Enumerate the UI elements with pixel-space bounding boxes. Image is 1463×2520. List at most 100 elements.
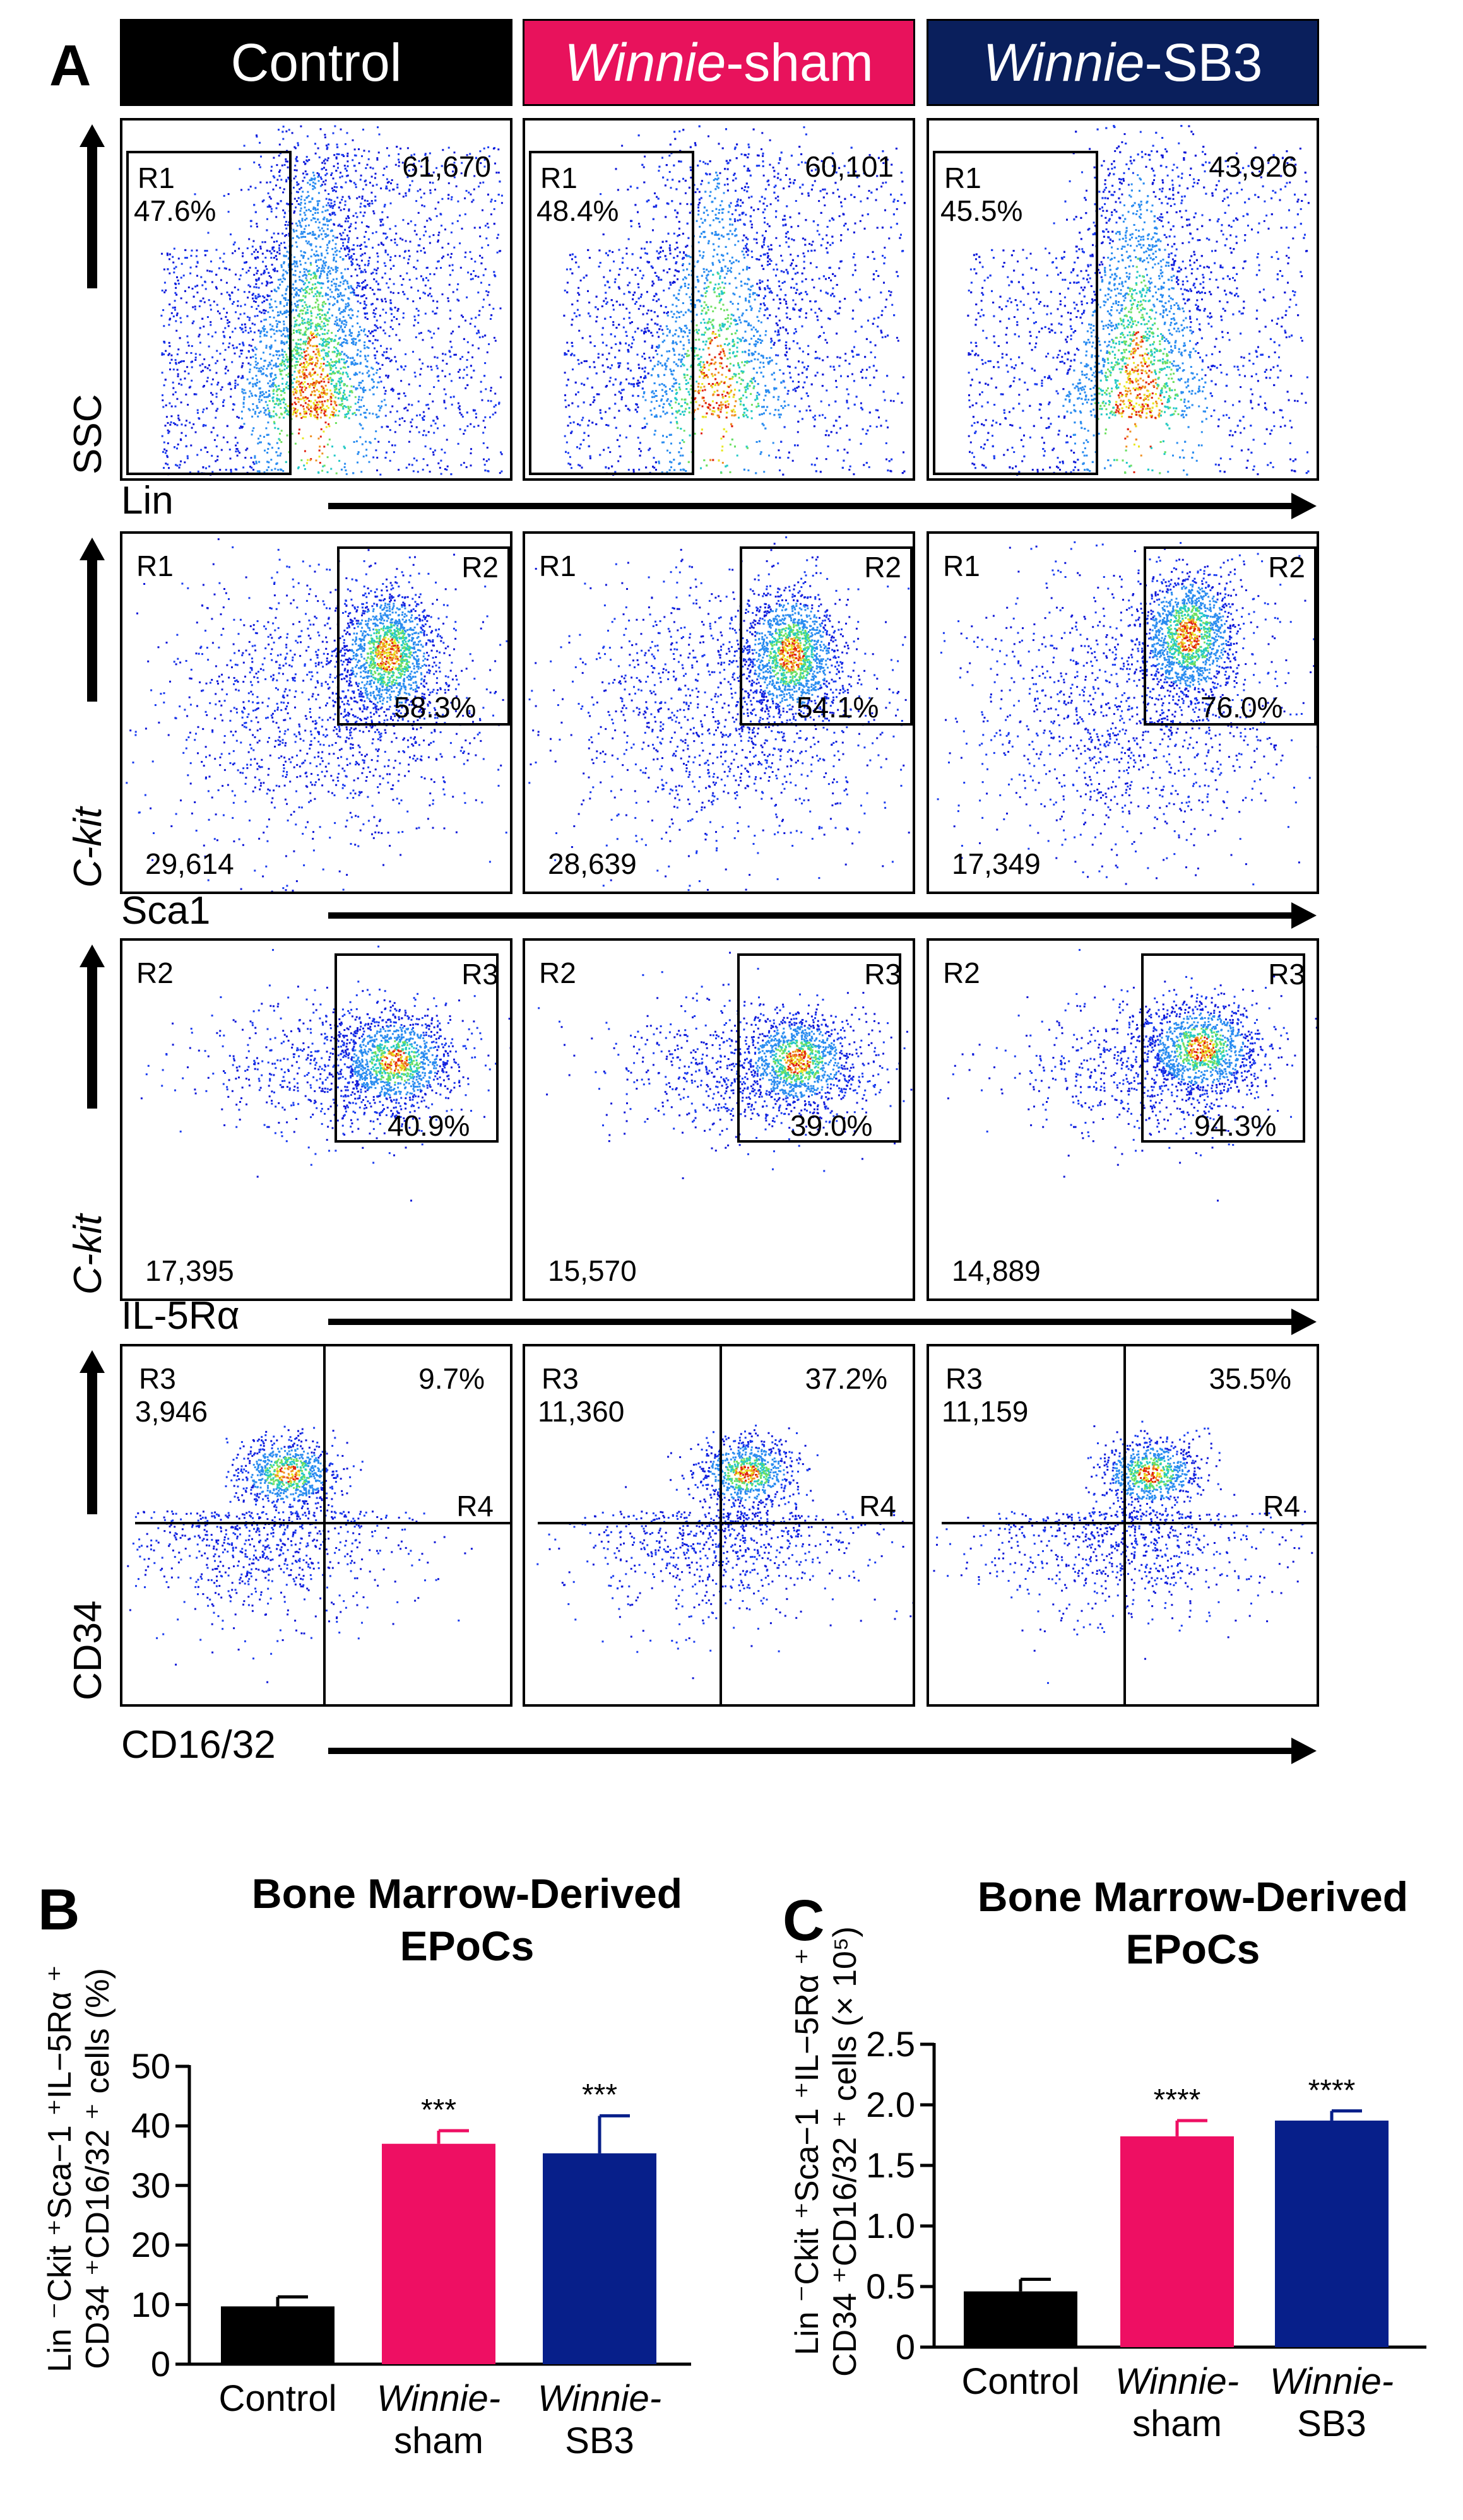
y-tick-label: 0 xyxy=(69,2343,170,2384)
y-axis-arrowhead xyxy=(80,1350,105,1373)
flow-scatter xyxy=(933,125,1310,476)
flow-plot: R1 R2 58.3% 29,614 xyxy=(120,531,512,894)
flow-plot: R1 R2 76.0% 17,349 xyxy=(927,531,1319,894)
chart-title: Bone Marrow-Derived EPoCs xyxy=(215,1868,720,1972)
chart-title-line: Bone Marrow-Derived xyxy=(215,1868,720,1920)
x-tick-label-line: SB3 xyxy=(505,2420,694,2463)
gate-r3 xyxy=(335,953,499,1143)
gate-r3 xyxy=(1141,953,1305,1143)
flow-scatter xyxy=(127,1346,510,1704)
y-axis-arrow xyxy=(87,963,97,1109)
chart-title-line: EPoCs xyxy=(215,1920,720,1972)
gate-label-in: R1 xyxy=(943,551,980,580)
event-count: 61,670 xyxy=(402,152,491,181)
event-count: 17,395 xyxy=(145,1256,234,1285)
y-axis-arrow xyxy=(87,143,97,288)
group-header-0: Control xyxy=(120,19,512,106)
x-tick-label-line: sham xyxy=(1082,2403,1272,2446)
y-tick-label: 1.5 xyxy=(814,2145,915,2186)
y-tick-label: 2.0 xyxy=(814,2084,915,2125)
flow-scatter xyxy=(947,949,1317,1202)
x-tick-label: Winnie-sham xyxy=(344,2378,533,2462)
gate-percent: 94.3% xyxy=(1194,1111,1276,1140)
gate-label-in: R2 xyxy=(539,958,576,987)
flow-scatter xyxy=(529,125,906,476)
gate-label-in: R1 xyxy=(136,551,174,580)
gate-r1 xyxy=(126,151,292,475)
gate-label-in: R1 xyxy=(539,551,576,580)
event-count: 11,360 xyxy=(538,1397,624,1426)
group-header-1: Winnie -sham xyxy=(523,19,915,106)
gate-percent: 48.4% xyxy=(536,196,619,225)
flow-plot: R3 3,946 9.7% R4 xyxy=(120,1344,512,1707)
flow-plot: R1 47.6% 61,670 xyxy=(120,118,512,481)
significance-marker: *** xyxy=(536,2078,663,2112)
flow-plot: R2 R3 94.3% 14,889 xyxy=(927,938,1319,1301)
gate-label-out: R4 xyxy=(1263,1492,1300,1521)
gate-label-in: R1 xyxy=(944,163,981,192)
panel-letter-a: A xyxy=(49,33,91,99)
x-axis-arrowhead xyxy=(1291,493,1317,519)
group-header-text: -sham xyxy=(726,32,873,93)
flow-plot: R3 11,360 37.2% R4 xyxy=(523,1344,915,1707)
y-tick-label: 40 xyxy=(69,2105,170,2146)
flow-scatter xyxy=(536,1346,913,1704)
scatter-points xyxy=(967,125,1310,476)
flow-scatter xyxy=(528,536,913,892)
event-count: 60,101 xyxy=(805,152,894,181)
event-count: 11,159 xyxy=(942,1397,1028,1426)
group-header-italic: Winnie xyxy=(564,32,726,93)
chart-title-line: EPoCs xyxy=(940,1923,1445,1975)
group-header-2: Winnie -SB3 xyxy=(927,19,1319,106)
gate-percent: 9.7% xyxy=(418,1364,485,1393)
gate-percent: 58.3% xyxy=(394,693,476,722)
gate-percent: 76.0% xyxy=(1200,693,1282,722)
gate-percent: 37.2% xyxy=(805,1364,887,1393)
bar xyxy=(1275,2120,1389,2347)
x-tick-label: Control xyxy=(183,2378,372,2420)
gate-label-in: R2 xyxy=(943,958,980,987)
bar xyxy=(221,2306,335,2364)
flow-plot: R1 45.5% 43,926 xyxy=(927,118,1319,481)
gate-label-in: R1 xyxy=(540,163,578,192)
y-tick-label: 2.5 xyxy=(814,2023,915,2064)
y-tick-label: 10 xyxy=(69,2284,170,2325)
gate-r3 xyxy=(737,953,901,1143)
y-axis-arrow xyxy=(87,556,97,702)
x-tick-label-line: Control xyxy=(926,2361,1115,2403)
y-tick-label: 0.5 xyxy=(814,2266,915,2307)
gate-percent: 45.5% xyxy=(940,196,1022,225)
group-header-italic: Winnie xyxy=(983,32,1145,93)
x-tick-label-line: sham xyxy=(344,2420,533,2463)
flow-scatter xyxy=(126,538,510,892)
x-tick-label: Winnie- SB3 xyxy=(505,2378,694,2462)
flow-scatter xyxy=(126,125,503,476)
event-count: 3,946 xyxy=(135,1397,208,1426)
gate-label-in: R3 xyxy=(945,1364,983,1393)
scatter-points xyxy=(127,1425,473,1683)
flow-scatter xyxy=(937,541,1317,886)
y-axis-arrow xyxy=(87,1369,97,1514)
scatter-points xyxy=(126,538,510,892)
gate-percent: 39.0% xyxy=(790,1111,872,1140)
gate-label-out: R3 xyxy=(1268,960,1305,989)
x-axis-arrowhead xyxy=(1291,902,1317,929)
bar xyxy=(382,2143,495,2364)
x-axis-arrow xyxy=(328,1319,1294,1325)
gate-r2 xyxy=(740,546,913,726)
x-axis-label: CD16/32 xyxy=(121,1722,276,1767)
gate-label-out: R2 xyxy=(1268,553,1305,582)
significance-marker: *** xyxy=(376,2093,502,2128)
gate-percent: 40.9% xyxy=(388,1111,470,1140)
group-header-text: -SB3 xyxy=(1145,32,1263,93)
gate-label-in: R3 xyxy=(542,1364,579,1393)
flow-plot: R2 R3 40.9% 17,395 xyxy=(120,938,512,1301)
gate-percent: 35.5% xyxy=(1209,1364,1291,1393)
gate-label-out: R3 xyxy=(864,960,901,989)
event-count: 28,639 xyxy=(548,849,637,878)
flow-plot: R2 R3 39.0% 15,570 xyxy=(523,938,915,1301)
x-tick-label: Winnie- SB3 xyxy=(1237,2361,1426,2445)
chart-title: Bone Marrow-Derived EPoCs xyxy=(940,1871,1445,1975)
